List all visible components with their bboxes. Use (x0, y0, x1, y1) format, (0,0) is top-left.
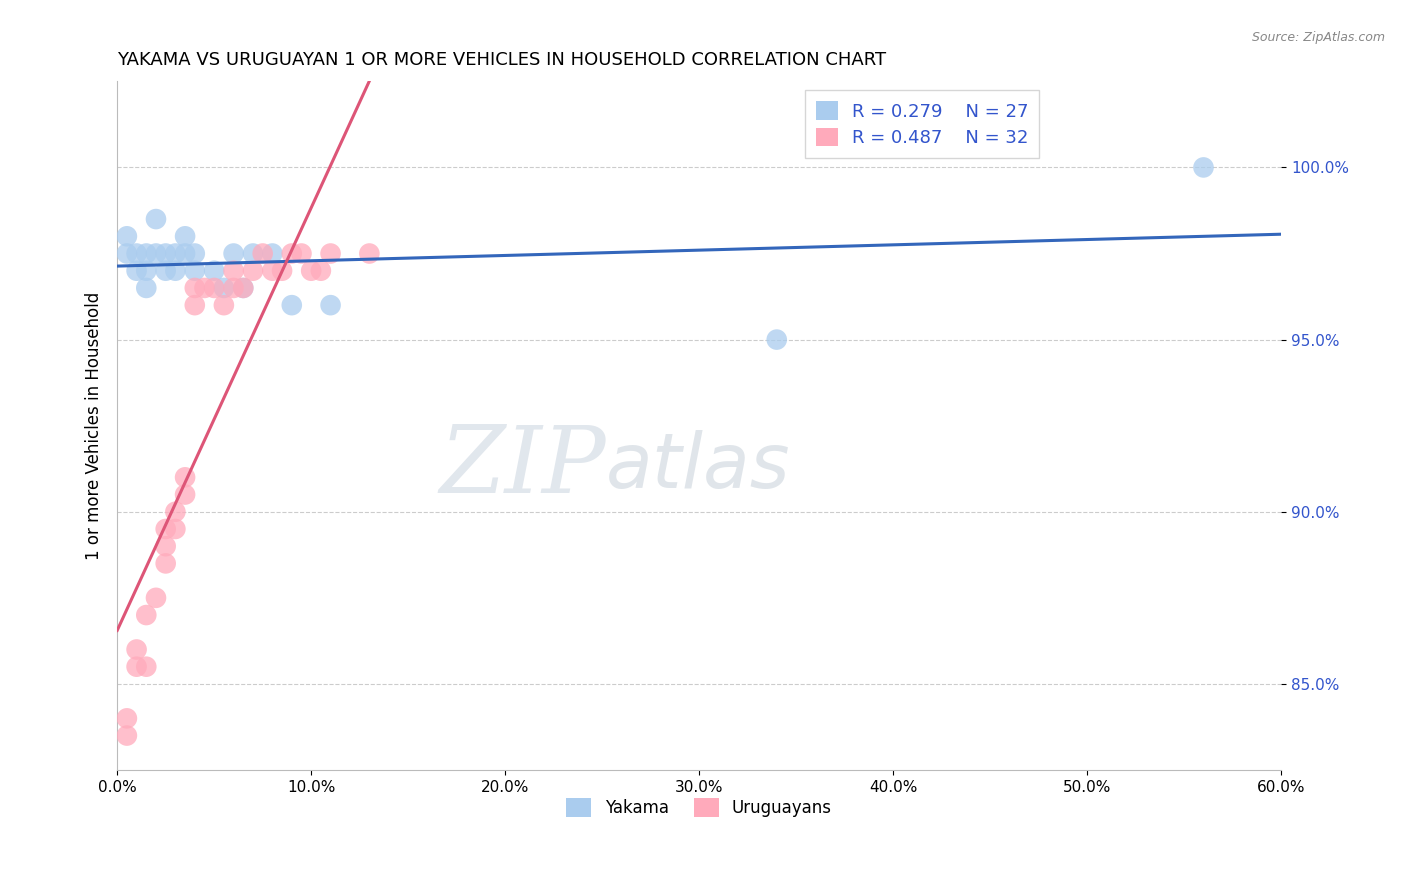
Point (155, 539, 177, 553)
Point (222, 264, 245, 278)
Point (125, 246, 148, 260)
Point (174, 470, 197, 484)
Point (115, 229, 138, 244)
Point (242, 264, 264, 278)
Point (271, 264, 294, 278)
Point (1192, 161, 1215, 175)
Legend: Yakama, Uruguayans: Yakama, Uruguayans (560, 791, 838, 823)
Point (202, 281, 225, 295)
Point (765, 333, 787, 347)
Point (202, 264, 225, 278)
Point (359, 246, 381, 260)
Point (135, 246, 157, 260)
Point (174, 487, 197, 501)
Point (165, 246, 187, 260)
Point (184, 246, 207, 260)
Point (135, 264, 157, 278)
Point (262, 246, 284, 260)
Point (290, 246, 312, 260)
Point (281, 298, 304, 312)
Point (115, 246, 138, 260)
Point (222, 246, 245, 260)
Text: ZIP: ZIP (440, 422, 606, 512)
Point (155, 522, 177, 536)
Point (193, 281, 215, 295)
Text: Source: ZipAtlas.com: Source: ZipAtlas.com (1251, 31, 1385, 45)
Point (232, 281, 254, 295)
Point (252, 246, 274, 260)
Point (319, 298, 342, 312)
Point (145, 591, 167, 605)
Point (125, 264, 148, 278)
Point (165, 264, 187, 278)
Point (232, 281, 254, 295)
Point (281, 246, 304, 260)
Point (155, 557, 177, 571)
Point (184, 264, 207, 278)
Point (115, 729, 138, 743)
Point (262, 264, 284, 278)
Point (309, 264, 332, 278)
Point (184, 281, 207, 295)
Point (115, 711, 138, 725)
Point (319, 246, 342, 260)
Point (135, 281, 157, 295)
Y-axis label: 1 or more Vehicles in Household: 1 or more Vehicles in Household (86, 292, 103, 560)
Point (174, 246, 197, 260)
Point (212, 298, 235, 312)
Point (125, 642, 148, 657)
Point (155, 246, 177, 260)
Point (145, 212, 167, 227)
Point (174, 229, 197, 244)
Text: YAKAMA VS URUGUAYAN 1 OR MORE VEHICLES IN HOUSEHOLD CORRELATION CHART: YAKAMA VS URUGUAYAN 1 OR MORE VEHICLES I… (117, 51, 886, 69)
Point (184, 298, 207, 312)
Point (299, 264, 322, 278)
Point (145, 246, 167, 260)
Point (212, 281, 235, 295)
Point (165, 505, 187, 519)
Point (242, 246, 264, 260)
Point (135, 659, 157, 673)
Point (135, 608, 157, 623)
Text: atlas: atlas (606, 430, 790, 504)
Point (125, 659, 148, 673)
Point (165, 522, 187, 536)
Point (155, 264, 177, 278)
Point (222, 281, 245, 295)
